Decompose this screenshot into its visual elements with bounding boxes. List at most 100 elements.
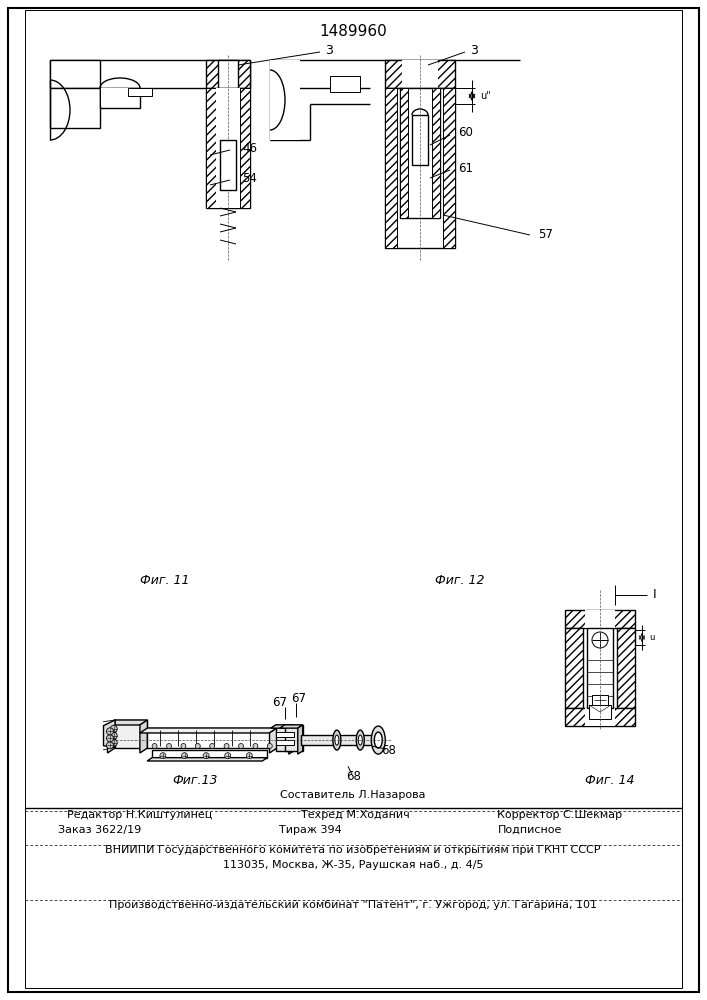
Circle shape — [195, 744, 200, 748]
Text: Техред М.Ходанич: Техред М.Ходанич — [300, 810, 409, 820]
Circle shape — [107, 742, 114, 749]
Circle shape — [110, 739, 117, 746]
Circle shape — [224, 744, 229, 748]
Bar — [385, 60, 455, 88]
Polygon shape — [269, 728, 277, 753]
Text: 67: 67 — [272, 696, 287, 709]
Bar — [565, 628, 583, 708]
Text: Фиг. 12: Фиг. 12 — [436, 574, 485, 586]
Bar — [50, 88, 100, 128]
Polygon shape — [140, 720, 147, 753]
Circle shape — [592, 632, 608, 648]
Text: Подписное: Подписное — [498, 825, 562, 835]
Circle shape — [246, 753, 252, 759]
Bar — [206, 60, 250, 88]
Bar — [589, 705, 611, 719]
Bar — [565, 708, 635, 726]
Bar — [585, 610, 615, 628]
Text: ВНИИПИ Государственного комитета по изобретениям и открытиям при ГКНТ СССР: ВНИИПИ Государственного комитета по изоб… — [105, 845, 601, 855]
Circle shape — [267, 744, 272, 748]
Circle shape — [107, 728, 114, 735]
Circle shape — [203, 753, 209, 759]
Circle shape — [167, 744, 172, 748]
Text: 46: 46 — [242, 141, 257, 154]
Text: 60: 60 — [458, 126, 473, 139]
Bar — [206, 88, 250, 208]
Polygon shape — [147, 728, 277, 748]
Text: Производственно-издательский комбинат "Патент", г. Ужгород, ул. Гагарина, 101: Производственно-издательский комбинат "П… — [109, 900, 597, 910]
Text: u": u" — [480, 91, 491, 101]
Text: I: I — [653, 588, 657, 601]
Circle shape — [110, 732, 117, 739]
Bar — [402, 60, 438, 88]
Polygon shape — [276, 740, 293, 745]
Ellipse shape — [333, 730, 341, 750]
Polygon shape — [50, 60, 100, 88]
Bar — [220, 140, 236, 190]
Polygon shape — [288, 725, 293, 754]
Text: 67: 67 — [291, 692, 306, 705]
Text: 3: 3 — [470, 43, 478, 56]
Text: 54: 54 — [242, 172, 257, 184]
Circle shape — [210, 744, 215, 748]
Polygon shape — [107, 720, 115, 753]
Bar — [400, 88, 408, 218]
Text: 3: 3 — [325, 43, 333, 56]
Polygon shape — [271, 725, 293, 728]
Text: Составитель Л.Назарова: Составитель Л.Назарова — [280, 790, 426, 800]
Text: 57: 57 — [538, 229, 553, 241]
Polygon shape — [147, 758, 267, 761]
Bar — [412, 115, 428, 165]
Bar — [128, 88, 152, 96]
Polygon shape — [140, 728, 277, 733]
Circle shape — [110, 725, 117, 732]
Polygon shape — [103, 720, 115, 748]
Text: Фиг.13: Фиг.13 — [173, 774, 218, 786]
Polygon shape — [115, 720, 147, 748]
Text: 113035, Москва, Ж-35, Раушская наб., д. 4/5: 113035, Москва, Ж-35, Раушская наб., д. … — [223, 860, 484, 870]
Text: Тираж 394: Тираж 394 — [279, 825, 341, 835]
Bar — [216, 88, 240, 208]
Ellipse shape — [358, 735, 362, 745]
Polygon shape — [285, 725, 303, 751]
Polygon shape — [276, 725, 293, 751]
Circle shape — [225, 753, 230, 759]
Text: Заказ 3622/19: Заказ 3622/19 — [59, 825, 141, 835]
Circle shape — [160, 753, 166, 759]
Bar — [385, 88, 397, 248]
Ellipse shape — [374, 732, 382, 748]
Circle shape — [152, 744, 157, 748]
Circle shape — [253, 744, 258, 748]
Circle shape — [182, 753, 187, 759]
Circle shape — [107, 735, 114, 742]
Bar — [218, 60, 238, 88]
Bar — [585, 708, 615, 726]
Polygon shape — [280, 725, 303, 728]
Bar — [443, 88, 455, 248]
Polygon shape — [276, 732, 293, 737]
Polygon shape — [298, 725, 303, 754]
Bar — [385, 88, 455, 248]
Text: 68: 68 — [346, 770, 361, 783]
Bar — [50, 60, 250, 88]
Bar — [592, 695, 608, 705]
Text: 68: 68 — [382, 744, 397, 757]
Circle shape — [181, 744, 186, 748]
Bar — [617, 628, 635, 708]
Bar — [587, 628, 613, 708]
Polygon shape — [107, 720, 147, 725]
Text: Корректор С.Шекмар: Корректор С.Шекмар — [498, 810, 623, 820]
Bar — [400, 88, 440, 218]
Bar — [330, 76, 360, 92]
Ellipse shape — [371, 726, 385, 754]
Bar — [100, 88, 140, 108]
Bar — [101, 88, 139, 106]
Bar — [432, 88, 440, 218]
Text: Фиг. 14: Фиг. 14 — [585, 774, 635, 786]
Text: 1489960: 1489960 — [319, 24, 387, 39]
Polygon shape — [152, 750, 267, 758]
Text: Редактор Н.Киштулинец: Редактор Н.Киштулинец — [67, 810, 213, 820]
Text: u: u — [649, 633, 655, 642]
Text: Фиг. 11: Фиг. 11 — [140, 574, 189, 586]
Bar — [240, 88, 250, 208]
